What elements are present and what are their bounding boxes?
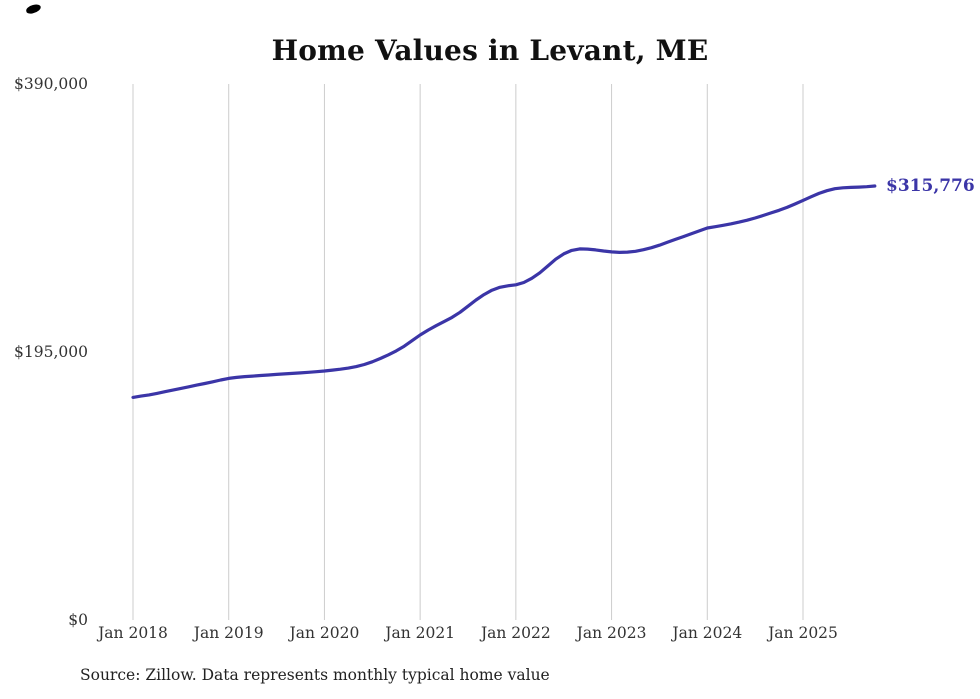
chart-title: Home Values in Levant, ME [271, 34, 709, 67]
y-tick-label: $0 [68, 611, 88, 629]
x-tick-label: Jan 2023 [576, 624, 647, 642]
source-note: Source: Zillow. Data represents monthly … [80, 666, 550, 684]
final-value-label: $315,776 [886, 176, 975, 196]
x-tick-label: Jan 2018 [98, 624, 168, 642]
home-value-line [131, 184, 877, 399]
x-tick-label: Jan 2025 [768, 624, 838, 642]
x-tick-label: Jan 2021 [385, 624, 456, 642]
x-tick-label: Jan 2019 [193, 624, 264, 642]
x-tick-label: Jan 2022 [480, 624, 551, 642]
x-tick-label: Jan 2024 [672, 624, 743, 642]
x-tick-label: Jan 2020 [289, 624, 360, 642]
y-tick-label: $390,000 [14, 75, 88, 93]
y-tick-label: $195,000 [14, 343, 88, 361]
